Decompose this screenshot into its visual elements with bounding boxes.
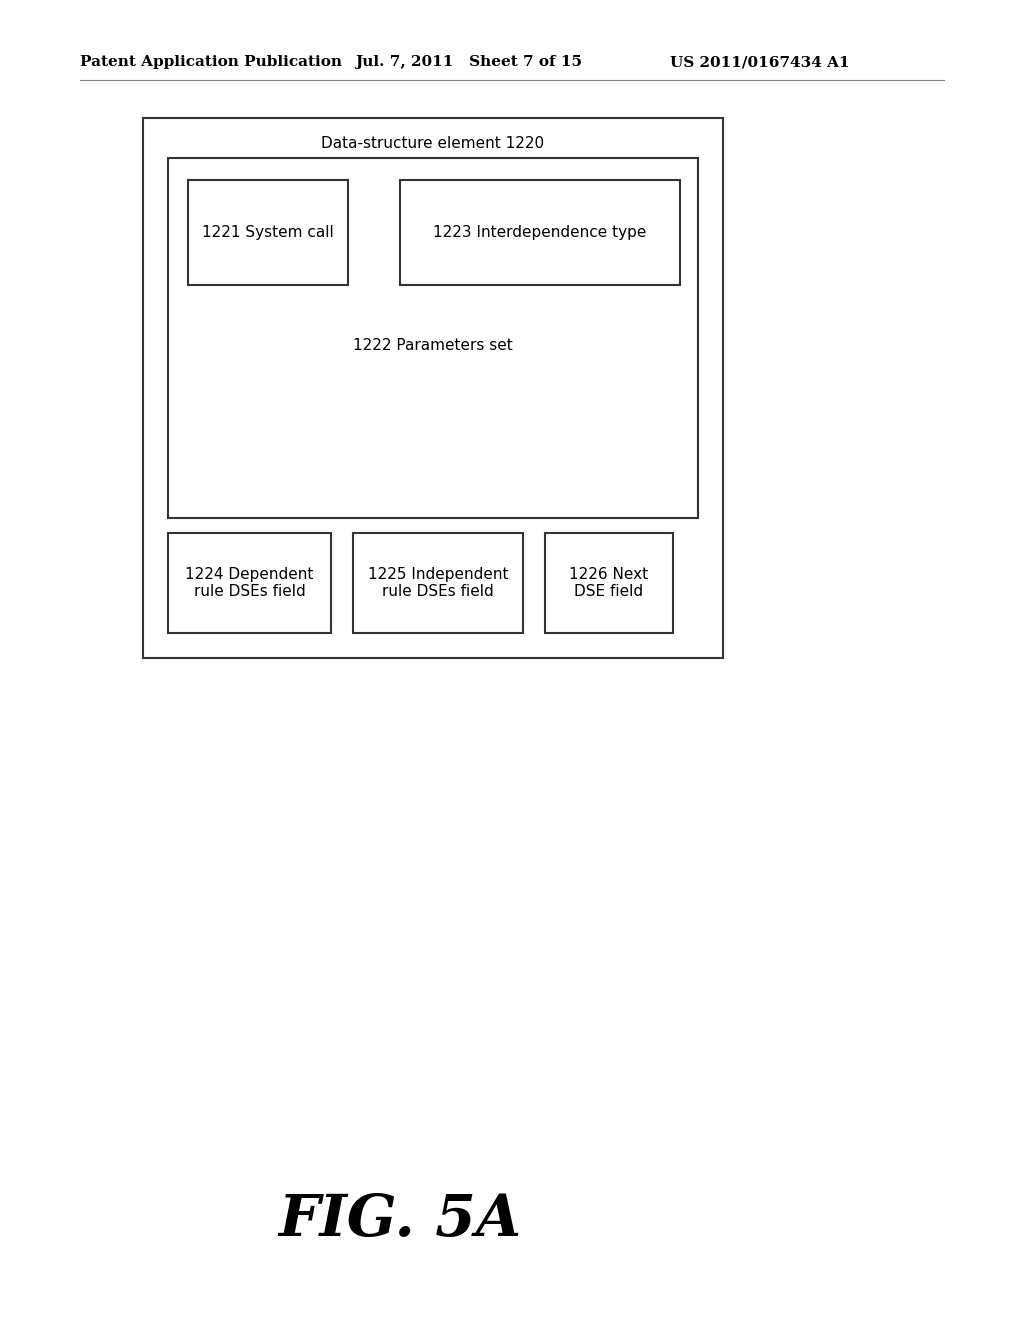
Bar bbox=[188, 180, 348, 285]
Bar bbox=[353, 533, 523, 634]
Bar bbox=[143, 117, 723, 657]
Text: 1225 Independent
rule DSEs field: 1225 Independent rule DSEs field bbox=[368, 566, 508, 599]
Text: 1223 Interdependence type: 1223 Interdependence type bbox=[433, 224, 647, 240]
Text: 1221 System call: 1221 System call bbox=[202, 224, 334, 240]
Bar bbox=[545, 533, 673, 634]
Text: 1226 Next
DSE field: 1226 Next DSE field bbox=[569, 566, 648, 599]
Text: Patent Application Publication: Patent Application Publication bbox=[80, 55, 342, 69]
Bar bbox=[400, 180, 680, 285]
Bar bbox=[168, 158, 698, 517]
Text: Data-structure element 1220: Data-structure element 1220 bbox=[322, 136, 545, 150]
Bar bbox=[168, 533, 331, 634]
Text: US 2011/0167434 A1: US 2011/0167434 A1 bbox=[670, 55, 850, 69]
Text: 1222 Parameters set: 1222 Parameters set bbox=[353, 338, 513, 352]
Text: 1224 Dependent
rule DSEs field: 1224 Dependent rule DSEs field bbox=[185, 566, 313, 599]
Text: FIG. 5A: FIG. 5A bbox=[279, 1192, 521, 1249]
Text: Jul. 7, 2011   Sheet 7 of 15: Jul. 7, 2011 Sheet 7 of 15 bbox=[355, 55, 582, 69]
